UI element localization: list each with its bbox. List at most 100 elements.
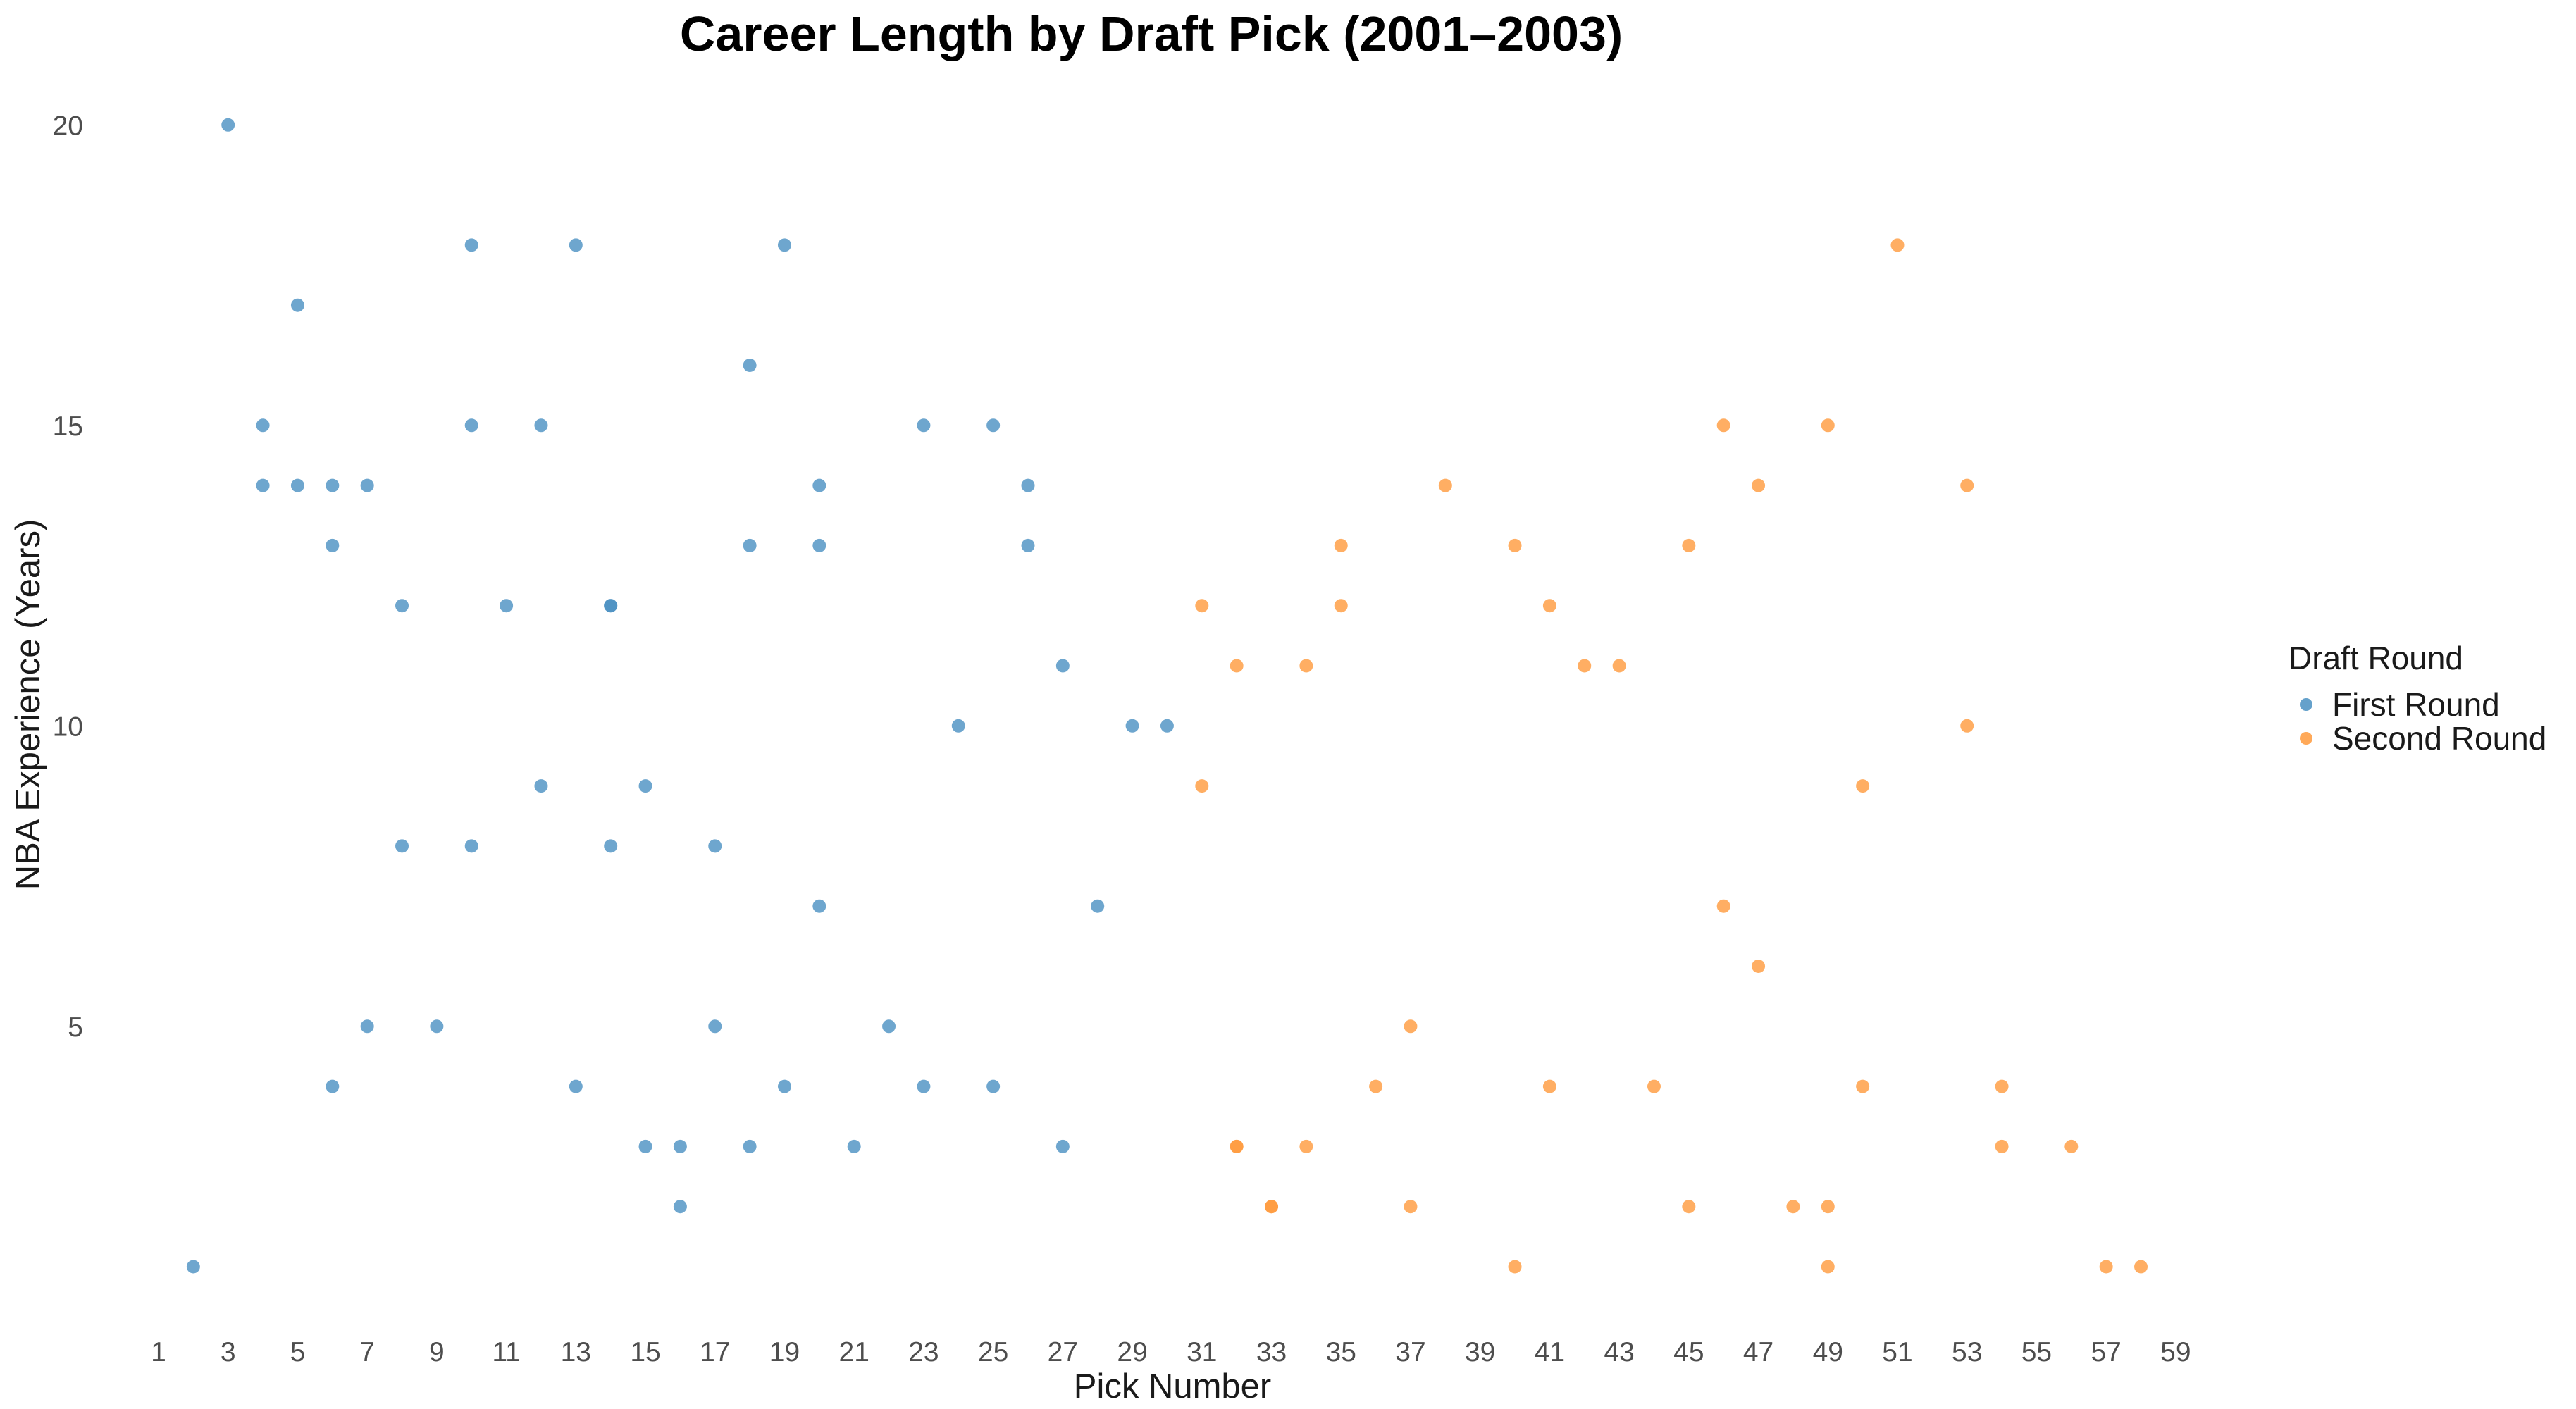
first-round-point xyxy=(986,1080,1000,1093)
data-points xyxy=(187,118,2148,1274)
second-round-point xyxy=(2134,1260,2148,1274)
first-round-point xyxy=(500,599,513,612)
x-tick-label: 47 xyxy=(1743,1337,1773,1367)
second-round-point xyxy=(1230,1140,1244,1153)
x-tick-label: 15 xyxy=(630,1337,660,1367)
first-round-point xyxy=(882,1019,896,1033)
first-round-point xyxy=(1022,539,1035,552)
first-round-point xyxy=(708,1019,722,1033)
x-tick-label: 45 xyxy=(1673,1337,1704,1367)
legend-title: Draft Round xyxy=(2289,640,2463,676)
first-round-point xyxy=(534,418,547,432)
first-round-point xyxy=(256,479,270,492)
second-round-point xyxy=(1404,1019,1417,1033)
x-tick-label: 17 xyxy=(700,1337,730,1367)
y-axis-ticks: 5 10 15 20 xyxy=(53,111,83,1043)
first-round-point xyxy=(743,539,757,552)
second-round-point xyxy=(1578,659,1591,673)
second-round-point xyxy=(1299,659,1313,673)
first-round-point xyxy=(708,839,722,852)
first-round-point xyxy=(569,238,583,252)
second-round-point xyxy=(1995,1080,2009,1093)
y-tick-label: 5 xyxy=(68,1012,83,1043)
first-round-point xyxy=(917,1080,930,1093)
x-tick-label: 1 xyxy=(151,1337,166,1367)
x-tick-label: 43 xyxy=(1604,1337,1634,1367)
second-round-point xyxy=(1543,599,1556,612)
first-round-point xyxy=(604,839,617,852)
x-tick-label: 3 xyxy=(221,1337,236,1367)
first-round-point xyxy=(256,418,270,432)
second-round-point xyxy=(1335,539,1348,552)
second-round-point xyxy=(1717,418,1730,432)
first-round-point xyxy=(221,118,235,132)
second-round-point xyxy=(1509,1260,1522,1274)
x-tick-label: 53 xyxy=(1952,1337,1982,1367)
legend-label-second-round: Second Round xyxy=(2332,720,2546,757)
first-round-point xyxy=(812,479,826,492)
second-round-point xyxy=(1717,900,1730,913)
first-round-point xyxy=(639,779,652,793)
first-round-point xyxy=(986,418,1000,432)
y-tick-label: 20 xyxy=(53,111,83,141)
second-round-point xyxy=(1821,1260,1835,1274)
first-round-point xyxy=(674,1200,687,1213)
first-round-point xyxy=(361,1019,374,1033)
x-tick-label: 13 xyxy=(561,1337,591,1367)
second-round-point xyxy=(1682,1200,1695,1213)
first-round-point xyxy=(812,900,826,913)
first-round-point xyxy=(326,539,339,552)
second-round-point xyxy=(1960,719,1974,733)
second-round-point xyxy=(2064,1140,2078,1153)
first-round-point xyxy=(569,1080,583,1093)
second-round-point xyxy=(1856,1080,1869,1093)
first-round-point xyxy=(1022,479,1035,492)
second-round-point xyxy=(1647,1080,1661,1093)
second-round-point xyxy=(1299,1140,1313,1153)
second-round-point xyxy=(1230,659,1244,673)
second-round-point xyxy=(1682,539,1695,552)
x-tick-label: 57 xyxy=(2091,1337,2121,1367)
x-tick-label: 5 xyxy=(290,1337,306,1367)
y-tick-label: 10 xyxy=(53,712,83,742)
x-tick-label: 35 xyxy=(1326,1337,1356,1367)
second-round-point xyxy=(1613,659,1626,673)
chart-title: Career Length by Draft Pick (2001–2003) xyxy=(680,6,1623,61)
second-round-point xyxy=(1960,479,1974,492)
first-round-point xyxy=(187,1260,200,1274)
first-round-point xyxy=(812,539,826,552)
second-round-point xyxy=(1543,1080,1556,1093)
x-tick-label: 59 xyxy=(2160,1337,2191,1367)
second-round-point xyxy=(1891,238,1905,252)
first-round-point xyxy=(1126,719,1139,733)
x-tick-label: 37 xyxy=(1395,1337,1425,1367)
x-tick-label: 49 xyxy=(1813,1337,1843,1367)
first-round-point xyxy=(674,1140,687,1153)
second-round-point xyxy=(1265,1200,1278,1213)
x-tick-label: 55 xyxy=(2021,1337,2052,1367)
first-round-point xyxy=(465,418,478,432)
second-round-point xyxy=(1404,1200,1417,1213)
second-round-point xyxy=(1369,1080,1382,1093)
x-tick-label: 41 xyxy=(1535,1337,1565,1367)
second-round-point xyxy=(1821,1200,1835,1213)
first-round-point xyxy=(1056,659,1070,673)
first-round-point xyxy=(395,839,409,852)
second-round-point xyxy=(1335,599,1348,612)
first-round-point xyxy=(1160,719,1174,733)
y-tick-label: 15 xyxy=(53,411,83,442)
second-round-point xyxy=(1509,539,1522,552)
x-tick-label: 7 xyxy=(359,1337,375,1367)
x-tick-label: 39 xyxy=(1465,1337,1495,1367)
first-round-point xyxy=(1056,1140,1070,1153)
x-tick-label: 27 xyxy=(1048,1337,1078,1367)
x-tick-label: 29 xyxy=(1117,1337,1147,1367)
second-round-point xyxy=(1786,1200,1800,1213)
second-round-point xyxy=(1821,418,1835,432)
x-tick-label: 33 xyxy=(1256,1337,1287,1367)
x-tick-label: 9 xyxy=(429,1337,445,1367)
second-round-point xyxy=(2100,1260,2113,1274)
second-round-point xyxy=(1995,1140,2009,1153)
first-round-point xyxy=(534,779,547,793)
